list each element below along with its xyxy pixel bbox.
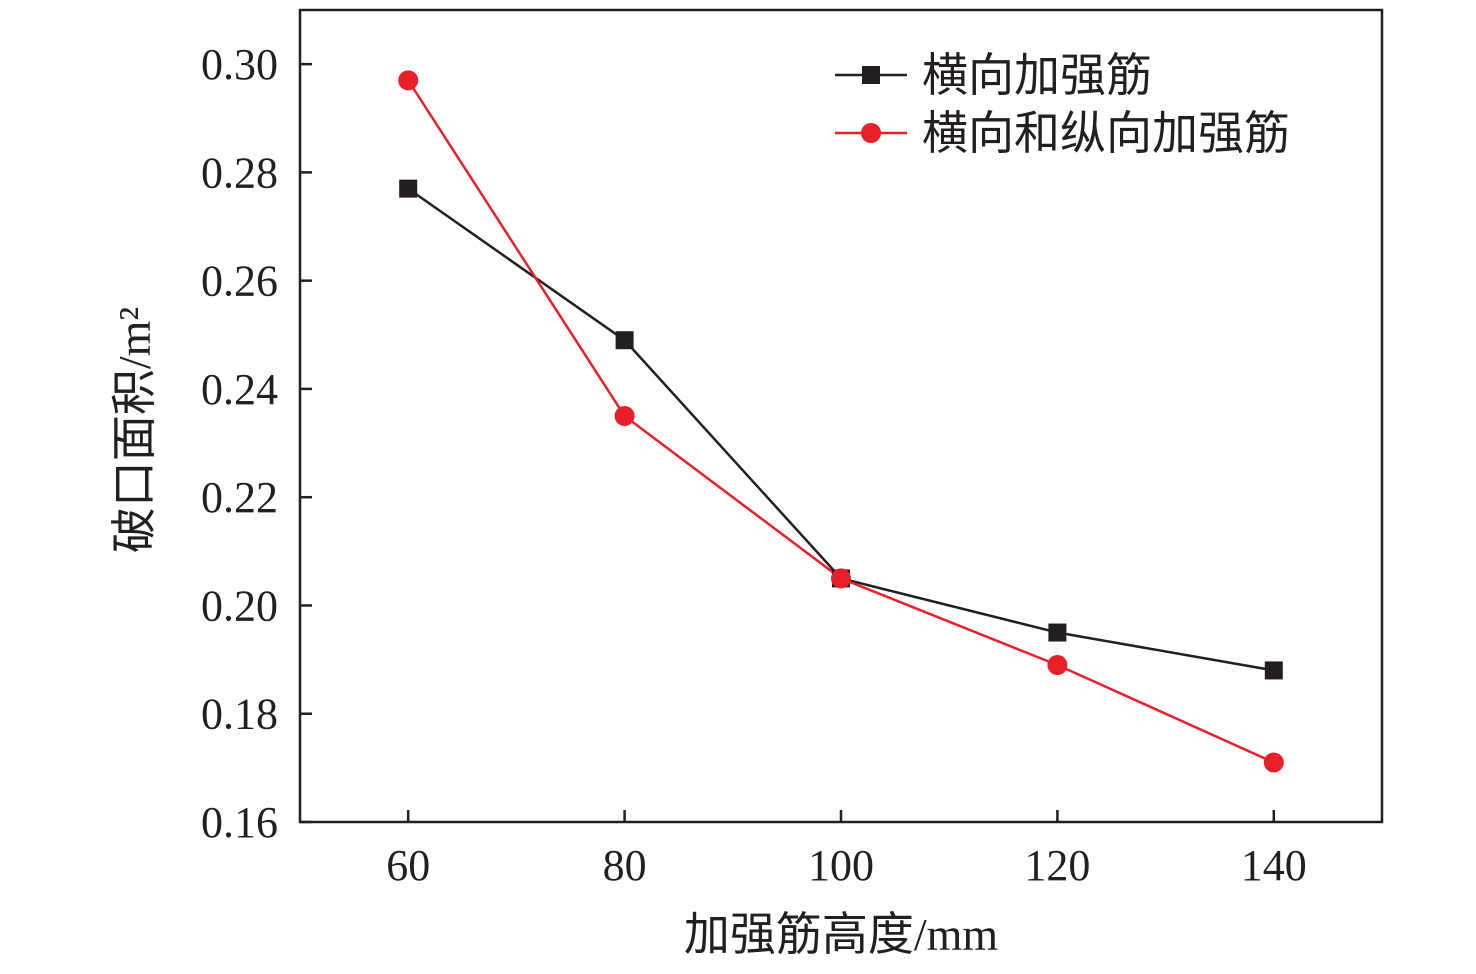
x-tick-label: 100 xyxy=(808,841,874,890)
legend-marker-circle xyxy=(861,123,881,143)
legend-label-series-2: 横向和纵向加强筋 xyxy=(922,108,1290,159)
y-tick-label: 0.26 xyxy=(201,257,278,306)
x-tick-label: 120 xyxy=(1024,841,1090,890)
legend: 横向加强筋 横向和纵向加强筋 xyxy=(835,50,1290,159)
data-point-series-2 xyxy=(1047,655,1068,676)
x-tick-label: 80 xyxy=(603,841,647,890)
series-layer xyxy=(398,70,1284,773)
y-axis-ticks: 0.16 0.18 0.20 0.22 0.24 0.26 0.28 0.30 xyxy=(201,40,312,847)
x-axis-title: 加强筋高度/mm xyxy=(684,909,999,960)
y-tick-label: 0.18 xyxy=(201,690,278,739)
data-point-series-1 xyxy=(1264,661,1283,680)
legend-label-series-1: 横向加强筋 xyxy=(922,50,1152,101)
y-tick-label: 0.22 xyxy=(201,473,278,522)
data-point-series-2 xyxy=(398,70,419,91)
x-tick-label: 60 xyxy=(386,841,430,890)
data-point-series-2 xyxy=(1263,752,1284,773)
y-tick-label: 0.16 xyxy=(201,798,278,847)
data-point-series-2 xyxy=(831,568,851,589)
legend-marker-square xyxy=(862,66,880,84)
y-tick-label: 0.24 xyxy=(201,365,278,414)
data-point-series-1 xyxy=(399,179,418,198)
data-point-series-2 xyxy=(614,406,635,426)
y-tick-label: 0.20 xyxy=(201,581,278,630)
y-tick-label: 0.28 xyxy=(201,148,278,197)
series-line-1 xyxy=(407,187,1275,672)
series-line-2 xyxy=(407,79,1275,764)
y-tick-label: 0.30 xyxy=(201,40,278,89)
x-axis-ticks: 60 80 100 120 140 xyxy=(386,810,1307,890)
y-axis-title: 破口面积/m² xyxy=(109,307,160,553)
x-tick-label: 140 xyxy=(1241,841,1307,890)
data-point-series-1 xyxy=(1048,623,1067,642)
data-point-series-1 xyxy=(615,331,634,350)
